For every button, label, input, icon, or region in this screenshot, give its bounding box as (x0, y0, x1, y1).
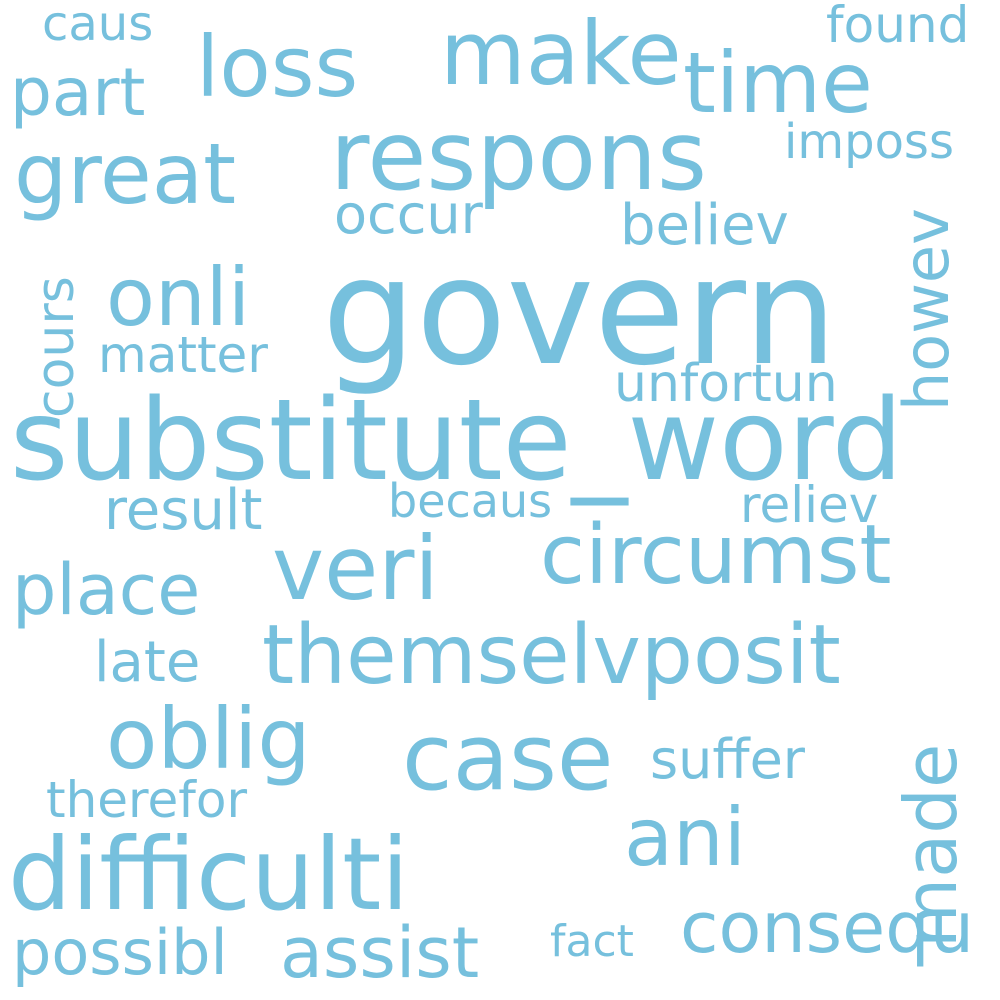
word-place: place (12, 549, 201, 631)
word-respons: respons (330, 100, 707, 212)
word-fact: fact (550, 916, 634, 967)
word-matter: matter (98, 326, 268, 384)
word-howev: howev (890, 208, 963, 411)
word-becaus: becaus (388, 474, 553, 528)
word-onli: onli (106, 251, 251, 344)
word-assist: assist (280, 912, 480, 994)
word-believ: believ (620, 193, 789, 258)
word-occur: occur (334, 183, 483, 246)
word-difficulti: difficulti (8, 816, 410, 933)
word-great: great (14, 125, 237, 223)
word-late: late (94, 630, 201, 695)
word-ani: ani (624, 791, 746, 884)
word-unfortun: unfortun (614, 354, 838, 414)
word-cours: cours (26, 276, 86, 418)
word-oblig: oblig (106, 690, 311, 788)
word-loss: loss (196, 18, 359, 116)
word-reliev: reliev (740, 476, 879, 534)
word-found: found (826, 0, 970, 54)
word-make: make (440, 2, 682, 105)
word-circumst: circumst (540, 508, 892, 603)
word-consequ: consequ (680, 887, 975, 969)
word-govern: govern (322, 226, 838, 398)
word-therefor: therefor (46, 771, 248, 829)
word-result: result (104, 478, 263, 543)
word-imposs: imposs (784, 114, 954, 170)
word-case: case (402, 704, 614, 811)
word-time: time (683, 34, 873, 132)
word-caus: caus (42, 0, 154, 52)
word-substitute-word: substitute_word (10, 376, 903, 506)
word-made: made (889, 743, 973, 948)
word-possibl: possibl (12, 916, 228, 989)
word-veri: veri (272, 517, 439, 620)
word-themselvposit: themselvposit (262, 608, 841, 703)
word-part: part (10, 54, 146, 131)
word-suffer: suffer (650, 728, 805, 791)
